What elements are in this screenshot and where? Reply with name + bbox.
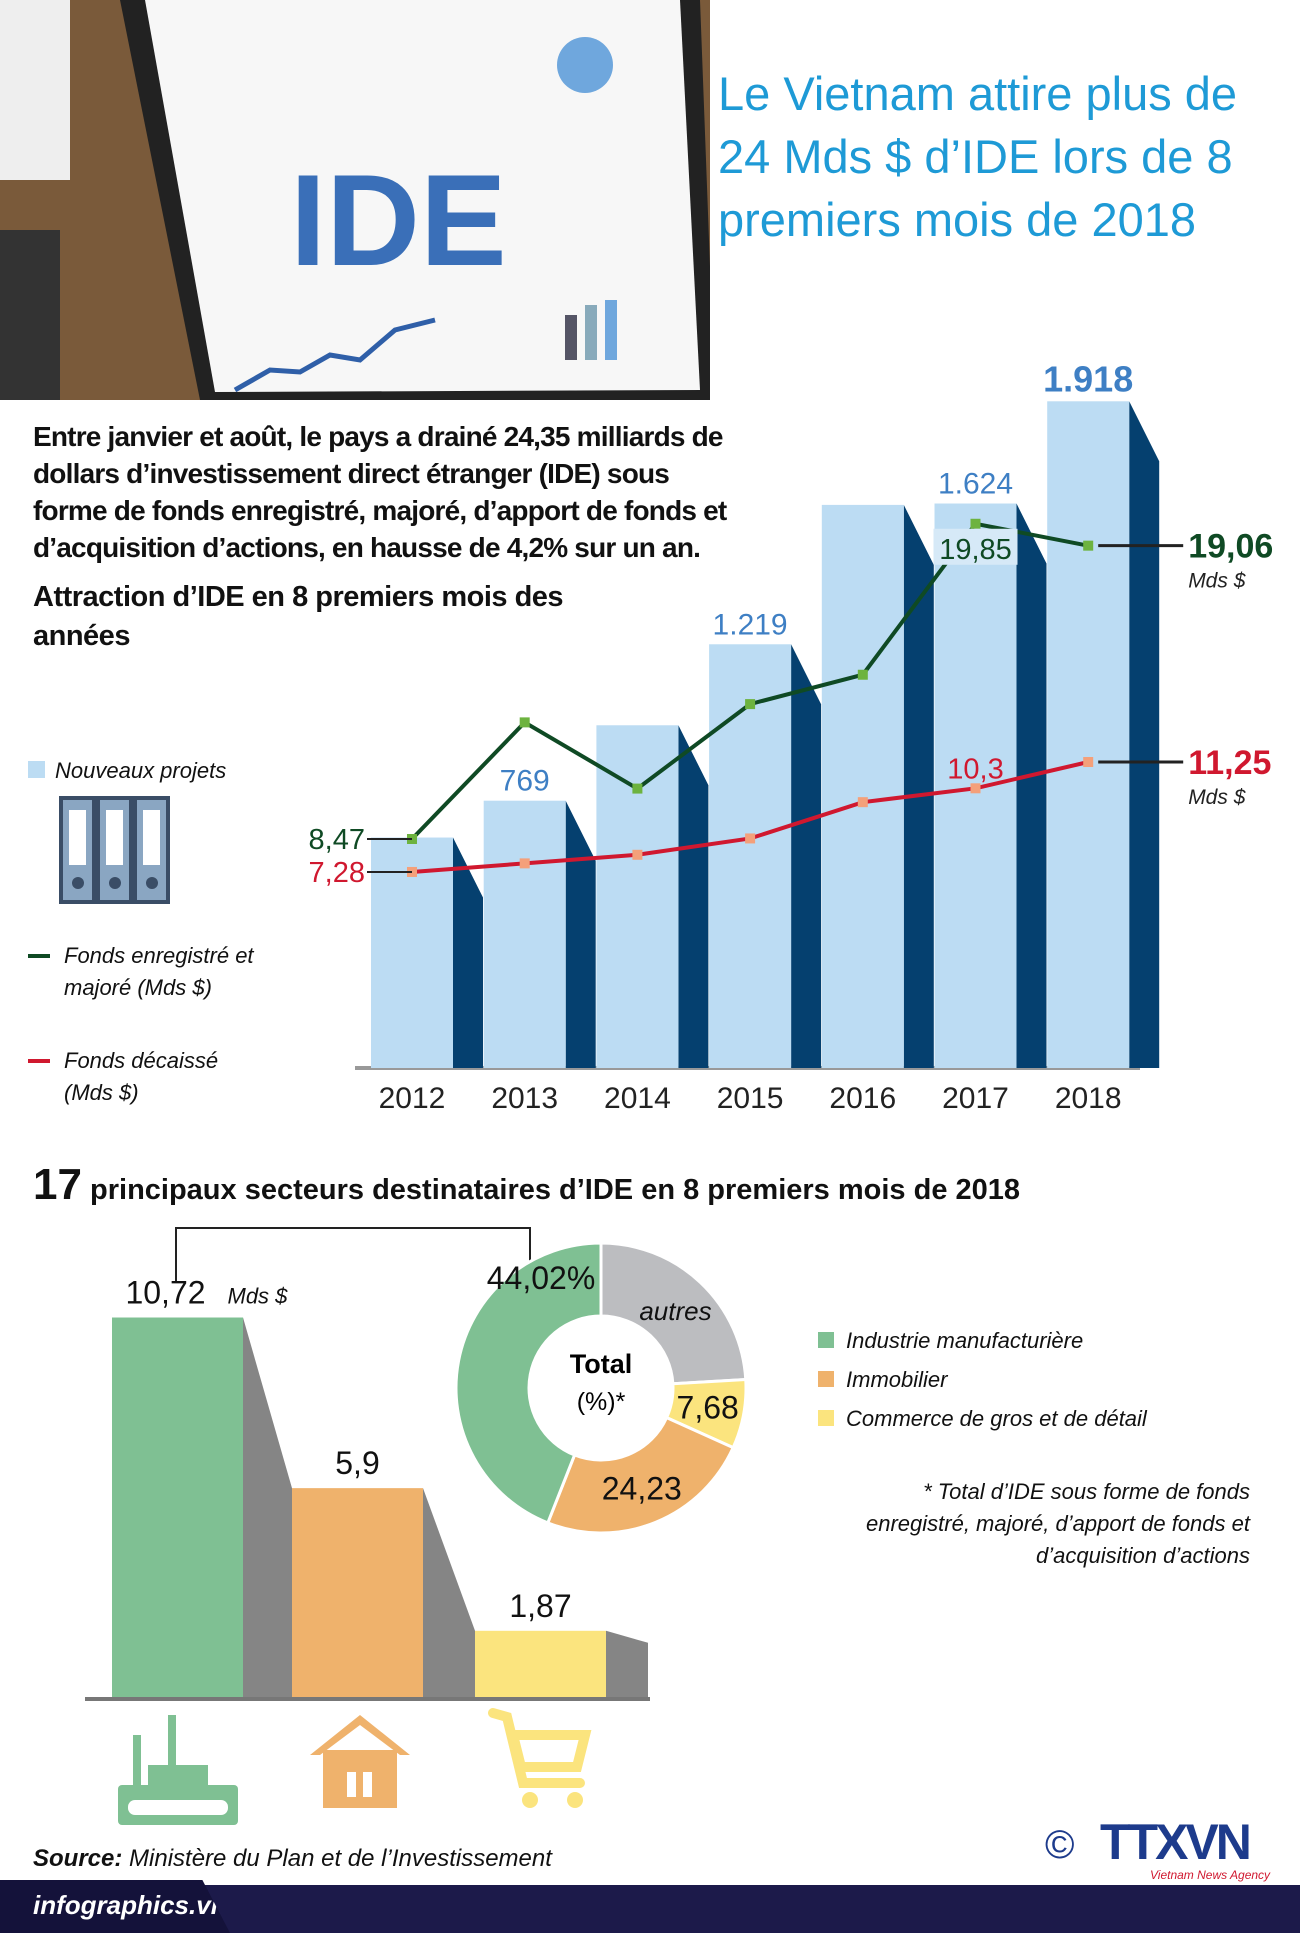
data-label: 19,06 bbox=[1188, 528, 1273, 566]
data-point bbox=[632, 849, 643, 860]
bar bbox=[821, 504, 904, 1068]
x-tick-label: 2017 bbox=[942, 1082, 1009, 1115]
bar-side bbox=[453, 837, 483, 1068]
chart2-title: 17 principaux secteurs destinataires d’I… bbox=[33, 1160, 1021, 1209]
bar-label: 769 bbox=[500, 765, 550, 798]
bar-label: 1.624 bbox=[938, 467, 1013, 500]
intro-text: Entre janvier et août, le pays a drainé … bbox=[33, 421, 727, 563]
pie-label: 7,68 bbox=[677, 1390, 739, 1426]
x-tick-label: 2015 bbox=[717, 1082, 784, 1115]
page-title: Le Vietnam attire plus de 24 Mds $ d’IDE… bbox=[718, 67, 1238, 246]
legend-swatch bbox=[818, 1410, 834, 1426]
data-label: 19,85 bbox=[939, 534, 1012, 566]
x-tick-label: 2014 bbox=[604, 1082, 671, 1115]
legend-red: Fonds décaissé (Mds $) bbox=[28, 1045, 268, 1109]
intro-block: Entre janvier et août, le pays a drainé … bbox=[33, 418, 733, 656]
label-bg bbox=[933, 528, 1018, 565]
cart-icon bbox=[488, 1708, 592, 1808]
bar-side bbox=[1016, 503, 1047, 1069]
data-point bbox=[745, 699, 756, 710]
bar-side bbox=[903, 504, 934, 1068]
legend-line-green bbox=[28, 954, 50, 958]
logo-subtitle: Vietnam News Agency bbox=[1150, 1868, 1271, 1882]
unit-label: Mds $ bbox=[228, 1284, 289, 1309]
house-icon bbox=[310, 1715, 410, 1808]
binder-icon bbox=[59, 796, 170, 904]
data-point bbox=[745, 833, 756, 844]
factory-icon bbox=[118, 1715, 238, 1825]
legend-swatch bbox=[818, 1332, 834, 1348]
source: Source: Ministère du Plan et de l’Invest… bbox=[33, 1845, 552, 1872]
legend2: Industrie manufacturière Immobilier Comm… bbox=[818, 1325, 1147, 1435]
unit-label: Mds $ bbox=[1188, 570, 1246, 593]
data-label: 11,25 bbox=[1188, 744, 1271, 782]
legend-swatch bbox=[818, 1371, 834, 1387]
chart1-title: Attraction d’IDE en 8 premiers mois des … bbox=[33, 581, 564, 652]
legend-bars: Nouveaux projets bbox=[28, 755, 226, 787]
bar bbox=[483, 800, 566, 1068]
legend-line-red bbox=[28, 1059, 50, 1063]
bar bbox=[112, 1317, 243, 1697]
data-point bbox=[519, 858, 530, 869]
pie-center-sub: (%)* bbox=[577, 1388, 626, 1416]
bar-shadow bbox=[423, 1488, 475, 1697]
data-point bbox=[970, 518, 981, 529]
ttxvn-logo: TTXVN bbox=[1100, 1814, 1252, 1870]
ide-logo-text: IDE bbox=[290, 147, 507, 293]
copyright-icon: © bbox=[1045, 1823, 1075, 1867]
bar bbox=[709, 644, 792, 1068]
bar-side bbox=[678, 725, 709, 1068]
legend-green: Fonds enregistré et majoré (Mds $) bbox=[28, 940, 268, 1004]
bar-label: 10,72 bbox=[125, 1275, 205, 1311]
pie-center-label: Total bbox=[570, 1349, 633, 1379]
pie-label: 44,02% bbox=[487, 1260, 596, 1296]
legend2-item: Immobilier bbox=[818, 1364, 1147, 1396]
bar-label: 1.918 bbox=[1043, 358, 1133, 399]
legend2-item: Industrie manufacturière bbox=[818, 1325, 1147, 1357]
header-illustration: IDE bbox=[0, 0, 710, 400]
legend2-item: Commerce de gros et de détail bbox=[818, 1403, 1147, 1435]
bar-shadow bbox=[243, 1317, 292, 1697]
x-tick-label: 2016 bbox=[829, 1082, 896, 1115]
bar bbox=[596, 725, 679, 1068]
bar bbox=[1047, 401, 1130, 1068]
bar-label: 1.219 bbox=[713, 608, 788, 641]
bar-side bbox=[565, 800, 596, 1068]
data-point bbox=[857, 669, 868, 680]
pie-slice bbox=[545, 1415, 736, 1535]
chart2: 10,72 Mds $ 5,9 1,87 autres 7,68 24,23 44,02% To… bbox=[85, 1227, 748, 1701]
pie-slice bbox=[599, 1241, 748, 1386]
data-label: 8,47 bbox=[309, 824, 365, 856]
data-point bbox=[970, 783, 981, 794]
data-point bbox=[857, 797, 868, 808]
footer-site: infographics.vn bbox=[0, 1880, 230, 1933]
bar bbox=[475, 1630, 606, 1697]
x-tick-label: 2012 bbox=[379, 1082, 446, 1115]
bar-side bbox=[1129, 401, 1160, 1068]
chart1: 2012 769 2013 2014 1.219 2015 2016 1.624 2017 1.9… bbox=[309, 358, 1274, 1115]
pie-slice bbox=[454, 1241, 603, 1525]
pie-label: autres bbox=[639, 1296, 711, 1326]
footnote: * Total d’IDE sous forme de fonds enregi… bbox=[865, 1479, 1250, 1568]
unit-label: Mds $ bbox=[1188, 786, 1246, 809]
pie-label: 24,23 bbox=[602, 1471, 682, 1507]
x-tick-label: 2018 bbox=[1055, 1082, 1122, 1115]
data-point bbox=[632, 783, 643, 794]
data-label: 7,28 bbox=[309, 857, 365, 889]
legend-swatch bbox=[28, 761, 45, 778]
bar bbox=[292, 1488, 423, 1697]
bar-side bbox=[791, 644, 822, 1068]
bar-label: 5,9 bbox=[335, 1445, 379, 1481]
x-tick-label: 2013 bbox=[491, 1082, 558, 1115]
data-label: 10,3 bbox=[947, 753, 1003, 785]
data-point bbox=[519, 717, 530, 728]
data-point bbox=[1083, 756, 1094, 767]
bar-label: 1,87 bbox=[509, 1588, 571, 1624]
data-point bbox=[1083, 540, 1094, 551]
bar-shadow bbox=[606, 1630, 648, 1697]
